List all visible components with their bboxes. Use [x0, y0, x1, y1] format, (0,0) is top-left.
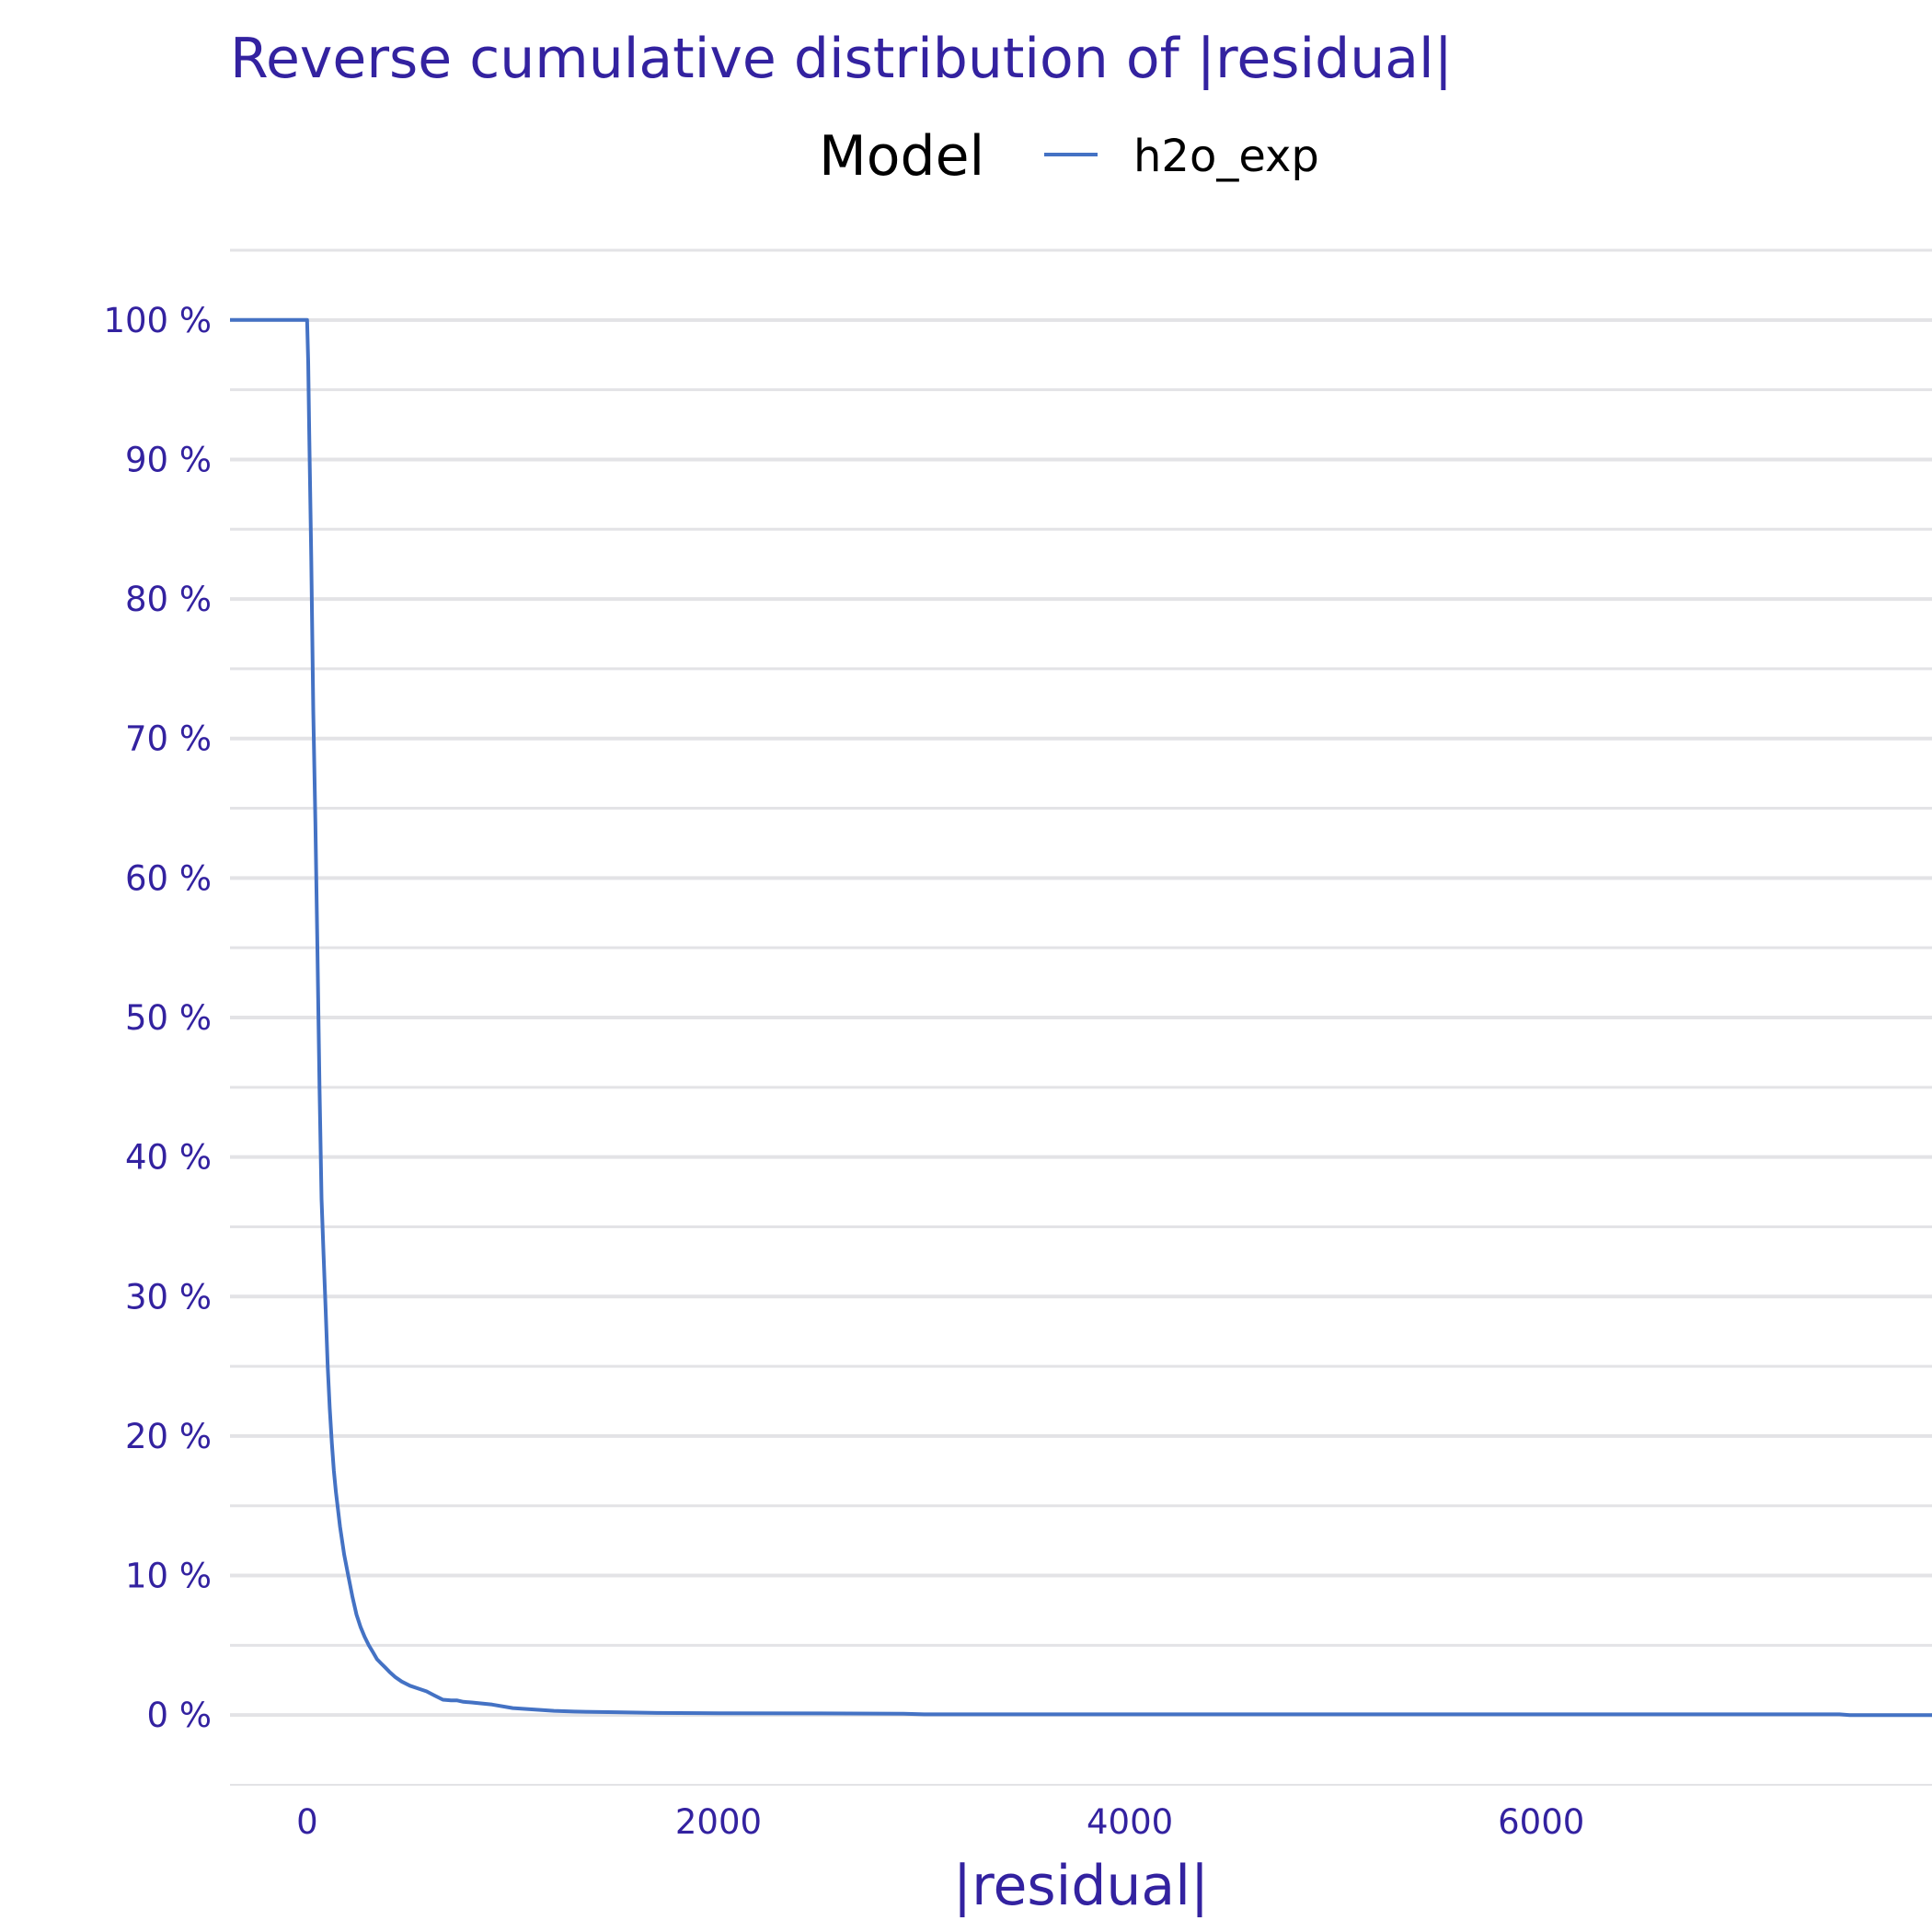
x-tick-label: 0 — [296, 1802, 318, 1842]
x-tick-label: 4000 — [1087, 1802, 1173, 1842]
y-tick-label: 80 % — [125, 580, 212, 619]
y-axis: 0 % 10 % 20 % 30 % 40 % 50 % 60 % 70 % 80 % 90 % 1… — [103, 301, 212, 1735]
y-tick-label: 40 % — [125, 1138, 212, 1178]
y-tick-label: 100 % — [103, 301, 212, 340]
legend-label-h2o-exp: h2o_exp — [1133, 131, 1319, 182]
y-tick-label: 90 % — [125, 440, 212, 479]
series-line-h2o-exp — [230, 317, 1932, 1718]
x-axis: 0 2000 4000 6000 — [296, 1802, 1584, 1842]
x-axis-title: |residual| — [953, 1854, 1209, 1918]
x-tick-label: 6000 — [1498, 1802, 1584, 1842]
y-tick-label: 50 % — [125, 998, 212, 1038]
x-tick-label: 2000 — [675, 1802, 762, 1842]
legend: Model h2o_exp — [819, 124, 1319, 189]
y-tick-label: 10 % — [125, 1557, 212, 1596]
series-layer — [230, 317, 1932, 1718]
y-tick-label: 0 % — [147, 1696, 212, 1735]
y-tick-label: 70 % — [125, 719, 212, 759]
y-tick-label: 20 % — [125, 1417, 212, 1456]
y-tick-label: 60 % — [125, 858, 212, 898]
grid — [230, 248, 1932, 1786]
legend-title: Model — [819, 124, 984, 189]
chart-title: Reverse cumulative distribution of |resi… — [230, 27, 1453, 91]
y-tick-label: 30 % — [125, 1277, 212, 1317]
